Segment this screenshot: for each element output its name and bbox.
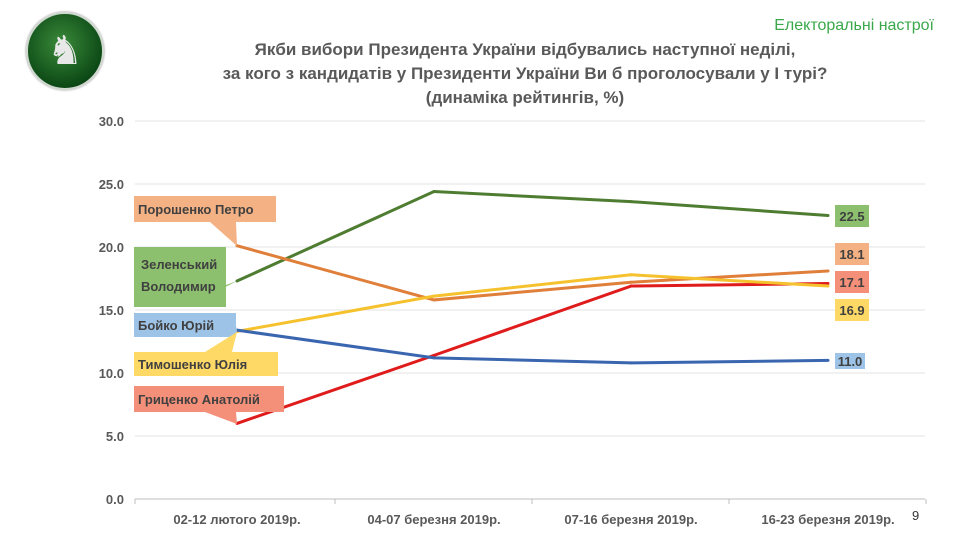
series-name-label: Гриценко Анатолій bbox=[138, 392, 260, 407]
series-label-box bbox=[134, 352, 278, 376]
y-tick-label: 20.0 bbox=[99, 240, 124, 255]
end-value-box bbox=[835, 299, 869, 321]
data-point bbox=[629, 273, 633, 277]
data-point bbox=[432, 298, 436, 302]
series-name-label: Зеленський bbox=[141, 257, 217, 272]
data-point bbox=[826, 282, 830, 286]
y-tick-label: 10.0 bbox=[99, 366, 124, 381]
end-value-label: 16.9 bbox=[839, 303, 864, 318]
end-value-box bbox=[835, 243, 869, 265]
data-point bbox=[826, 214, 830, 217]
callout-pointer bbox=[210, 222, 237, 246]
chess-knight-icon: ♞ bbox=[47, 29, 83, 73]
series-line bbox=[236, 190, 829, 283]
series-line bbox=[236, 328, 829, 365]
data-point bbox=[629, 280, 633, 284]
data-point bbox=[826, 284, 830, 288]
series-name-label: Порошенко Петро bbox=[138, 202, 254, 217]
y-tick-label: 15.0 bbox=[99, 303, 124, 318]
series-name-label: Тимошенко Юлія bbox=[138, 357, 247, 372]
data-point bbox=[432, 353, 436, 357]
end-value-label: 18.1 bbox=[839, 247, 864, 262]
end-value-label: 17.1 bbox=[839, 275, 864, 290]
callout-pointer bbox=[236, 326, 237, 334]
series-label-box bbox=[134, 196, 276, 222]
data-point bbox=[826, 358, 830, 362]
end-value-label: 11.0 bbox=[838, 354, 863, 369]
series-line bbox=[236, 282, 829, 425]
y-tick-label: 30.0 bbox=[99, 114, 124, 129]
series-label-box bbox=[134, 313, 236, 337]
callout-pointer bbox=[205, 332, 237, 352]
end-value-box bbox=[835, 353, 865, 369]
data-point bbox=[826, 269, 830, 273]
x-tick-label: 16-23 березня 2019р. bbox=[761, 512, 894, 527]
data-point bbox=[432, 356, 436, 360]
logo: ♞ bbox=[26, 12, 104, 90]
y-tick-label: 5.0 bbox=[106, 429, 124, 444]
brand-label: Електоральні настрої bbox=[774, 17, 934, 34]
y-tick-label: 0.0 bbox=[106, 492, 124, 507]
data-point bbox=[629, 284, 633, 288]
page-number: 9 bbox=[912, 508, 920, 523]
title-line: (динаміка рейтингів, %) bbox=[425, 88, 625, 107]
data-point bbox=[629, 200, 633, 204]
series-line bbox=[236, 273, 829, 333]
callout-pointer bbox=[205, 412, 237, 424]
data-point bbox=[432, 190, 436, 194]
data-point bbox=[629, 361, 633, 365]
title-line: за кого з кандидатів у Президенти Україн… bbox=[222, 64, 828, 83]
chart-title: Якби вибори Президента України відбували… bbox=[0, 38, 960, 110]
x-tick-label: 04-07 березня 2019р. bbox=[367, 512, 500, 527]
series-label-box bbox=[134, 386, 284, 412]
series-name-label: Володимир bbox=[141, 279, 216, 294]
x-tick-label: 07-16 березня 2019р. bbox=[564, 512, 697, 527]
title-line: Якби вибори Президента України відбували… bbox=[254, 40, 796, 59]
series-name-label: Бойко Юрій bbox=[138, 318, 214, 333]
series-label-box bbox=[134, 247, 226, 307]
data-point bbox=[235, 279, 239, 283]
x-tick-label: 02-12 лютого 2019р. bbox=[173, 512, 300, 527]
end-value-box bbox=[835, 271, 869, 293]
end-value-label: 22.5 bbox=[839, 209, 864, 224]
end-value-box bbox=[835, 205, 869, 227]
series-line bbox=[236, 244, 829, 302]
y-tick-label: 25.0 bbox=[99, 177, 124, 192]
data-point bbox=[432, 294, 436, 298]
